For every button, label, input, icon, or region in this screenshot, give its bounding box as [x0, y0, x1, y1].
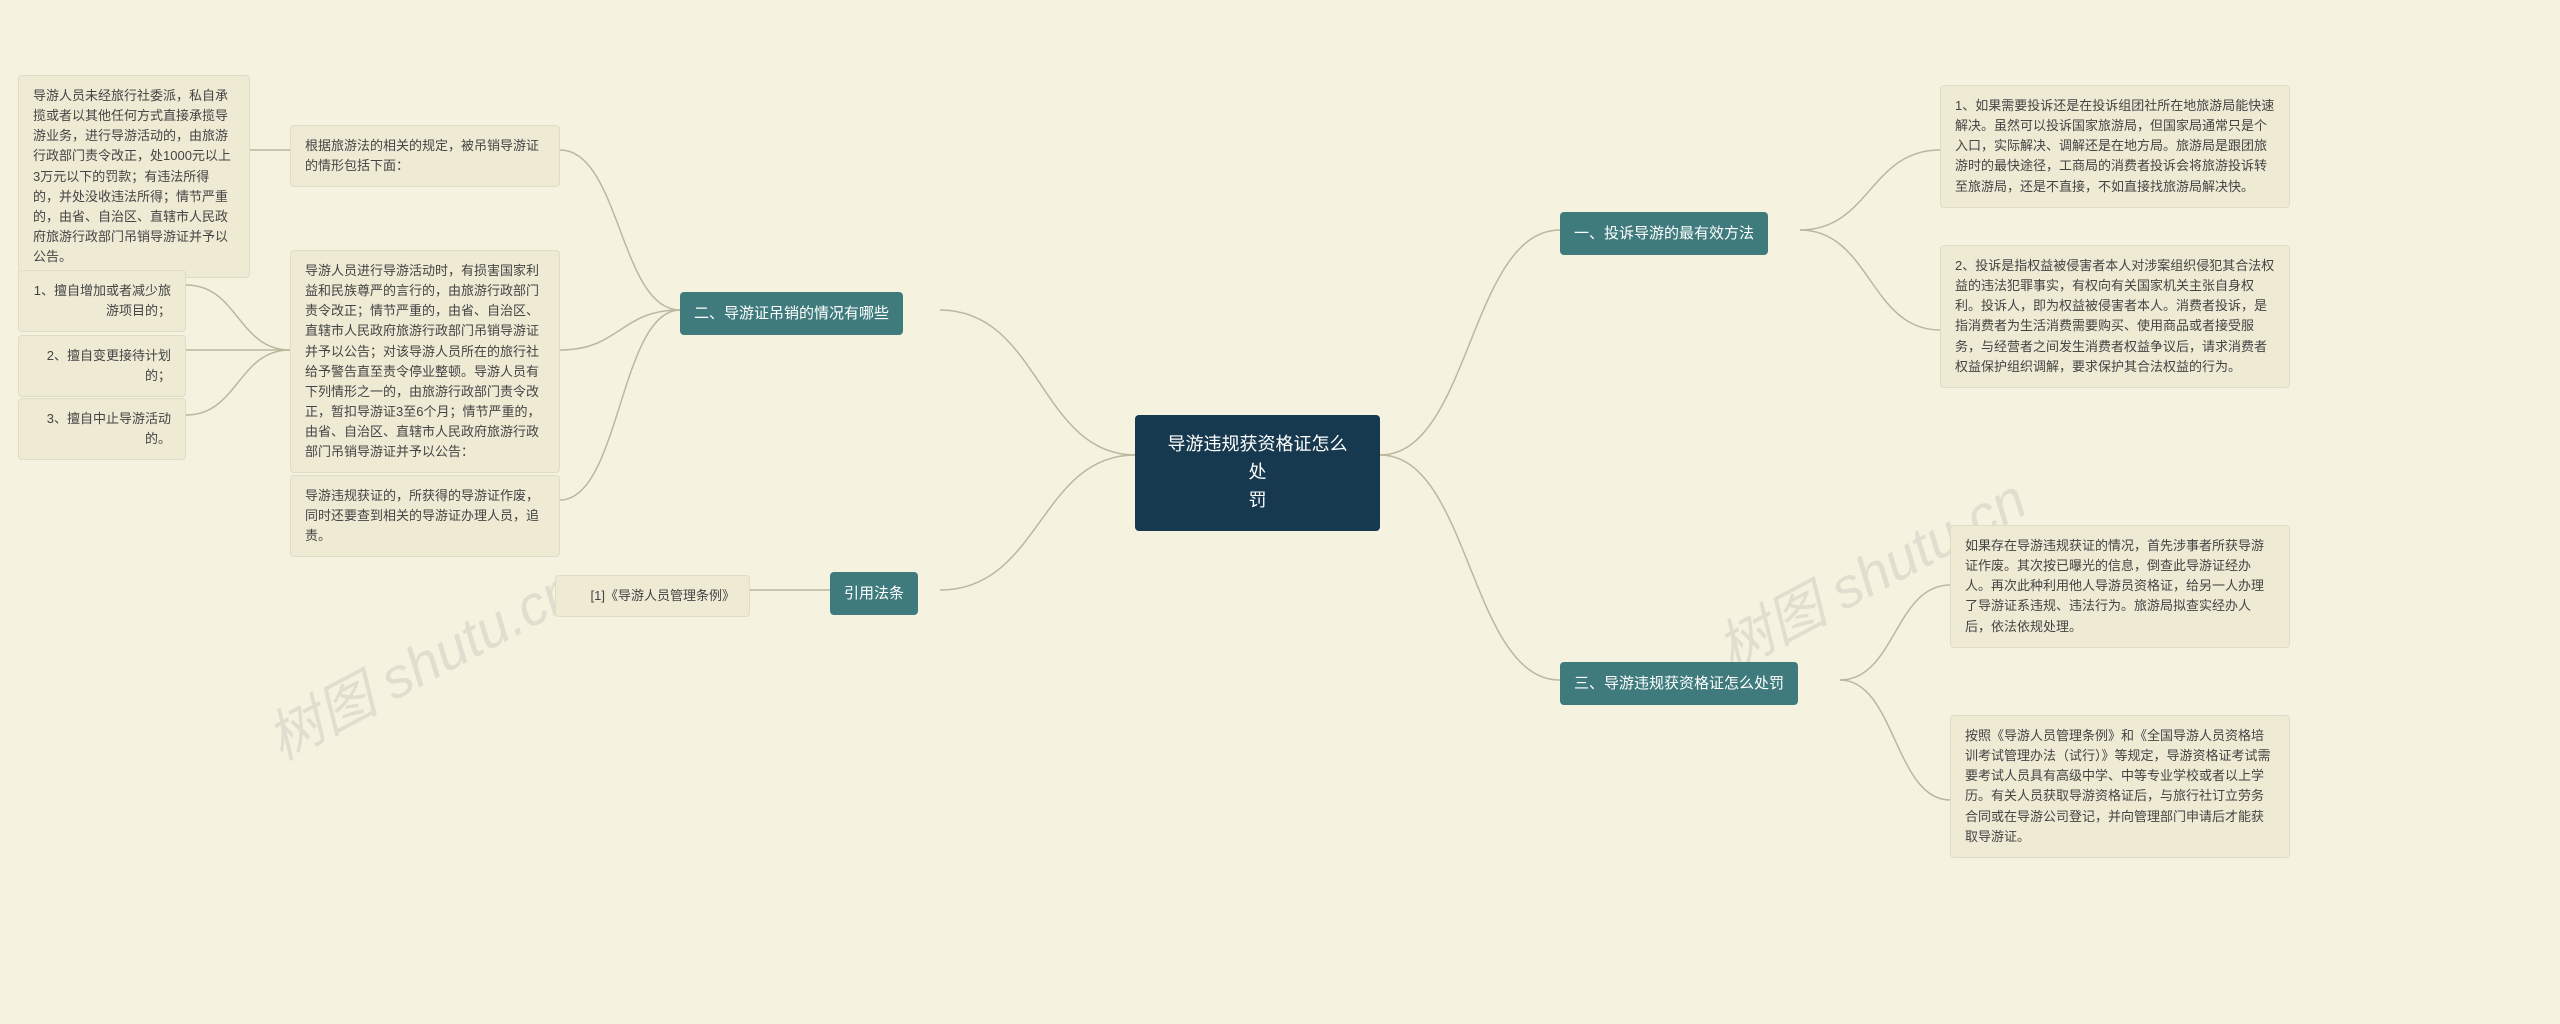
branch-2-sub2-leaf-a: 1、擅自增加或者减少旅游项目的；: [18, 270, 186, 332]
branch-2-sub2-leaf-c: 3、擅自中止导游活动的。: [18, 398, 186, 460]
branch-2-sub2-leaf-b: 2、擅自变更接待计划的；: [18, 335, 186, 397]
branch-2-sub1: 根据旅游法的相关的规定，被吊销导游证的情形包括下面：: [290, 125, 560, 187]
branch-1-leaf-2: 2、投诉是指权益被侵害者本人对涉案组织侵犯其合法权益的违法犯罪事实，有权向有关国…: [1940, 245, 2290, 388]
branch-2[interactable]: 二、导游证吊销的情况有哪些: [680, 292, 903, 335]
branch-2-sub2: 导游人员进行导游活动时，有损害国家利益和民族尊严的言行的，由旅游行政部门责令改正…: [290, 250, 560, 473]
branch-1-leaf-1: 1、如果需要投诉还是在投诉组团社所在地旅游局能快速解决。虽然可以投诉国家旅游局，…: [1940, 85, 2290, 208]
watermark-1: 树图 shutu.cn: [251, 545, 589, 776]
root-line-2: 罚: [1249, 490, 1267, 510]
root-node[interactable]: 导游违规获资格证怎么处 罚: [1135, 415, 1380, 531]
branch-ref[interactable]: 引用法条: [830, 572, 918, 615]
branch-1[interactable]: 一、投诉导游的最有效方法: [1560, 212, 1768, 255]
mindmap-canvas: 树图 shutu.cn 树图 shutu.cn: [0, 0, 2560, 1024]
branch-2-sub3: 导游违规获证的，所获得的导游证作废，同时还要查到相关的导游证办理人员，追责。: [290, 475, 560, 557]
branch-3-leaf-1: 如果存在导游违规获证的情况，首先涉事者所获导游证作废。其次按已曝光的信息，倒查此…: [1950, 525, 2290, 648]
root-line-1: 导游违规获资格证怎么处: [1168, 434, 1348, 482]
branch-2-sub1-leaf: 导游人员未经旅行社委派，私自承揽或者以其他任何方式直接承揽导游业务，进行导游活动…: [18, 75, 250, 278]
branch-3-leaf-2: 按照《导游人员管理条例》和《全国导游人员资格培训考试管理办法（试行）》等规定，导…: [1950, 715, 2290, 858]
branch-3[interactable]: 三、导游违规获资格证怎么处罚: [1560, 662, 1798, 705]
branch-ref-leaf: [1]《导游人员管理条例》: [555, 575, 750, 617]
